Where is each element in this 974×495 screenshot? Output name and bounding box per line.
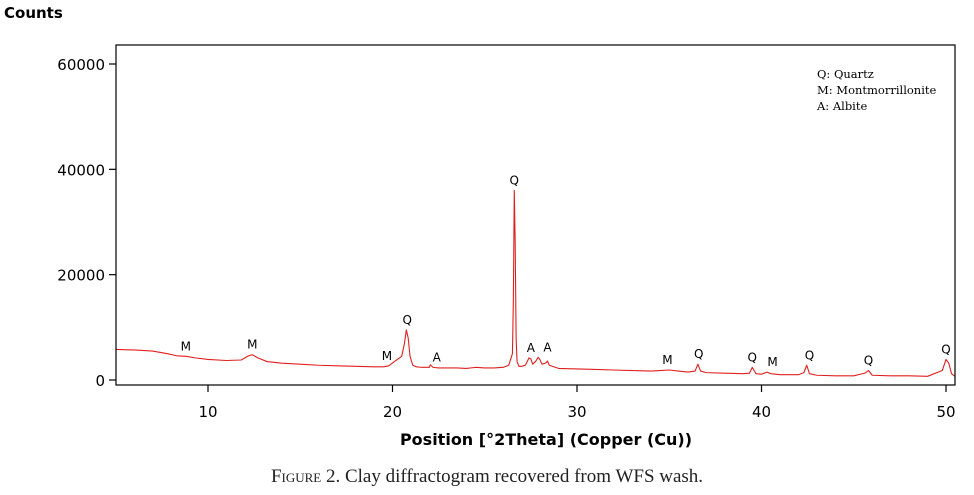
- x-axis-label: Position [°2Theta] (Copper (Cu)): [400, 430, 692, 449]
- peak-label: M: [247, 338, 257, 352]
- y-tick-label: 60000: [57, 56, 105, 74]
- peak-label: Q: [864, 354, 873, 368]
- peak-label: Q: [403, 313, 412, 327]
- peak-label: M: [382, 349, 392, 363]
- figure-caption: Figure 2. Clay diffractogram recovered f…: [0, 466, 974, 488]
- peak-label: M: [662, 353, 672, 367]
- caption-prefix: Figure: [270, 466, 322, 487]
- peak-label: A: [527, 341, 536, 355]
- peak-label: M: [767, 355, 777, 369]
- legend-entry-quartz: Q: Quartz: [817, 67, 874, 81]
- peak-label: A: [433, 350, 442, 364]
- series-line: [115, 189, 956, 377]
- peak-label: Q: [748, 350, 757, 364]
- x-tick-label: 30: [567, 403, 586, 421]
- x-tick-label: 20: [383, 403, 402, 421]
- legend-entry-montmorillonite: M: Montmorrillonite: [817, 83, 937, 97]
- caption-text: 2. Clay diffractogram recovered from WFS…: [321, 466, 704, 487]
- peak-label: A: [543, 340, 552, 354]
- x-axis-ticks: 10 20 30 40 50: [198, 385, 956, 421]
- plot-area: [115, 189, 956, 377]
- peak-label: Q: [941, 342, 950, 356]
- y-axis-label: Counts: [4, 4, 63, 22]
- x-tick-label: 10: [198, 403, 217, 421]
- legend: Q: Quartz M: Montmorrillonite A: Albite: [816, 67, 937, 113]
- x-tick-label: 50: [936, 403, 955, 421]
- peak-label: Q: [694, 347, 703, 361]
- y-tick-label: 40000: [57, 161, 105, 179]
- peak-label: Q: [805, 348, 814, 362]
- y-tick-label: 0: [95, 372, 105, 390]
- y-axis-ticks: 0 20000 40000 60000: [57, 56, 116, 390]
- x-tick-label: 40: [752, 403, 771, 421]
- legend-entry-albite: A: Albite: [816, 99, 867, 113]
- plot-frame: [115, 44, 956, 386]
- y-tick-label: 20000: [57, 267, 105, 285]
- peak-label: Q: [510, 173, 519, 187]
- peak-label: M: [181, 339, 191, 353]
